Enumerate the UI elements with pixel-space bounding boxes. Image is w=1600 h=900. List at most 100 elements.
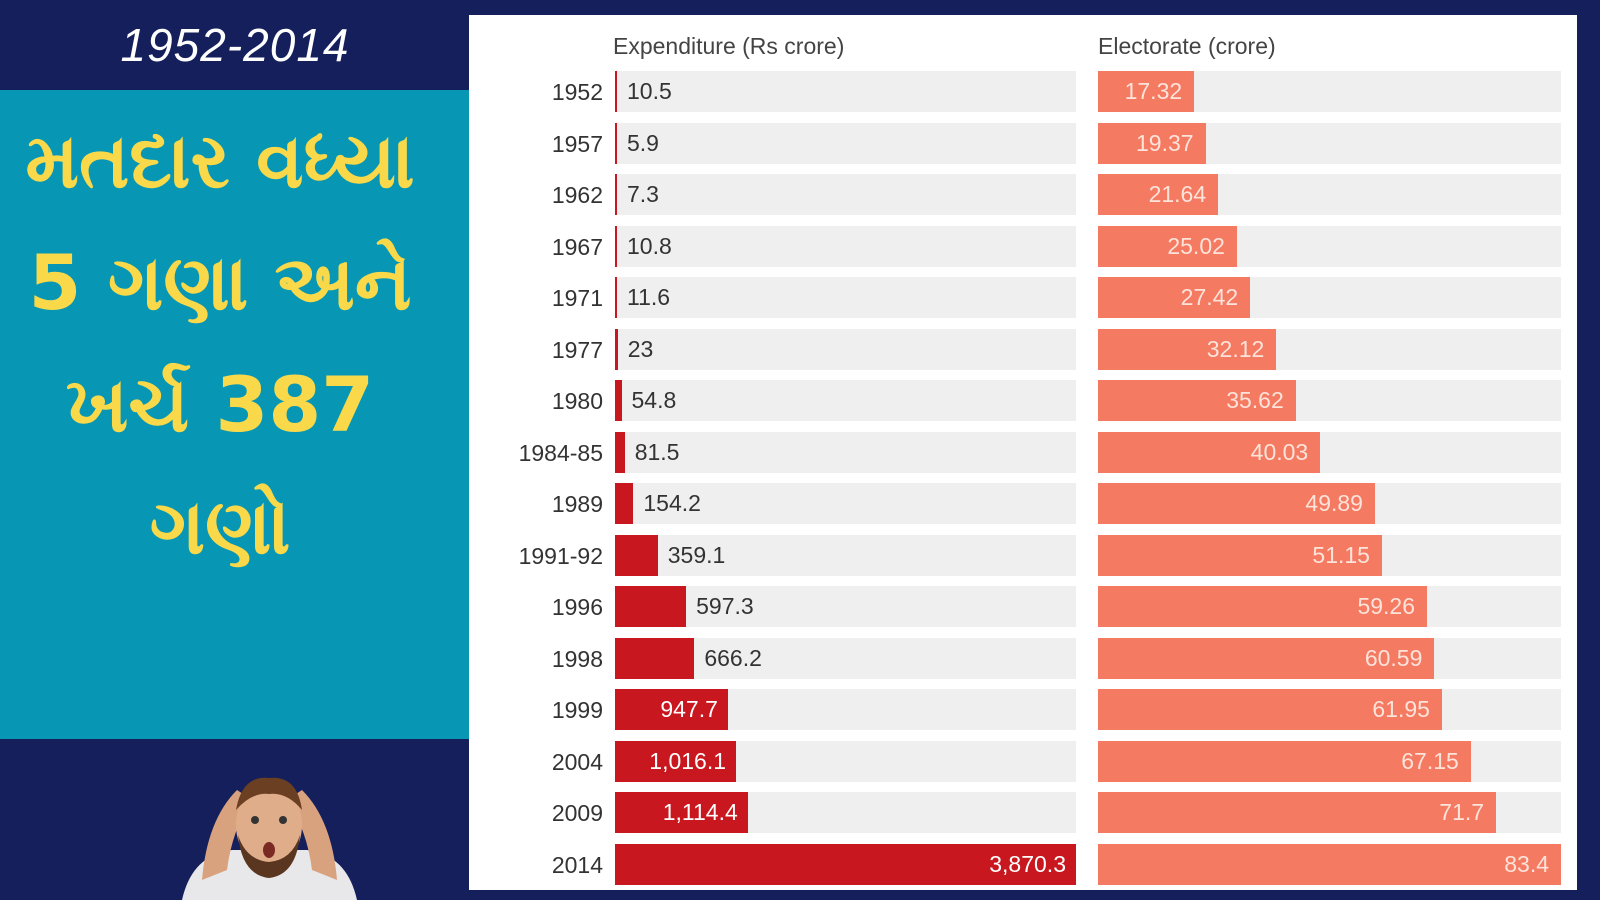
electorate-track: 17.32 bbox=[1098, 71, 1561, 112]
electorate-value-label: 25.02 bbox=[1167, 232, 1225, 259]
electorate-value-label: 27.42 bbox=[1180, 284, 1239, 310]
expenditure-track: 359.1 bbox=[615, 534, 1076, 576]
expenditure-bar bbox=[615, 225, 617, 267]
expenditure-bar bbox=[615, 586, 687, 627]
expenditure-track: 81.5 bbox=[615, 431, 1076, 473]
expenditure-bar bbox=[615, 843, 1076, 885]
electorate-value-label: 60.59 bbox=[1364, 644, 1423, 671]
electorate-track: 32.12 bbox=[1098, 328, 1561, 370]
electorate-track: 21.64 bbox=[1098, 174, 1561, 215]
electorate-bar bbox=[1098, 277, 1251, 318]
electorate-bar bbox=[1098, 740, 1471, 782]
category-label: 1971 bbox=[551, 285, 603, 311]
expenditure-bar bbox=[615, 122, 617, 164]
electorate-bar bbox=[1098, 843, 1561, 885]
electorate-track: 59.26 bbox=[1098, 586, 1561, 627]
surprised-man-image bbox=[182, 777, 357, 900]
category-label: 1999 bbox=[551, 697, 603, 723]
expenditure-value-label: 81.5 bbox=[634, 438, 680, 465]
electorate-value-label: 17.32 bbox=[1124, 78, 1183, 104]
electorate-header: Electorate (crore) bbox=[1098, 33, 1276, 59]
chart-panel: Expenditure (Rs crore) Electorate (crore… bbox=[469, 15, 1577, 890]
expenditure-value-label: 11.6 bbox=[627, 284, 671, 310]
electorate-bar bbox=[1098, 586, 1427, 627]
expenditure-bar bbox=[615, 534, 658, 576]
electorate-bar bbox=[1098, 225, 1237, 267]
electorate-value-label: 21.64 bbox=[1148, 181, 1207, 207]
expenditure-track: 3,870.3 bbox=[615, 843, 1076, 885]
expenditure-track: 10.5 bbox=[615, 71, 1076, 112]
electorate-value-label: 51.15 bbox=[1312, 541, 1370, 568]
electorate-track: 35.62 bbox=[1098, 380, 1561, 421]
electorate-value-label: 35.62 bbox=[1226, 387, 1284, 413]
electorate-track: 40.03 bbox=[1098, 431, 1561, 473]
expenditure-bar bbox=[615, 740, 737, 782]
category-label: 1962 bbox=[551, 182, 603, 208]
expenditure-value-label: 10.5 bbox=[627, 78, 672, 104]
expenditure-value-label: 3,870.3 bbox=[989, 850, 1066, 877]
headline-line: ગણો bbox=[149, 482, 291, 571]
electorate-bar bbox=[1098, 71, 1195, 112]
expenditure-bar bbox=[615, 277, 617, 318]
expenditure-bar bbox=[615, 689, 728, 730]
expenditure-track: 7.3 bbox=[615, 174, 1076, 215]
electorate-bar bbox=[1098, 122, 1206, 164]
category-label: 2004 bbox=[551, 748, 603, 775]
expenditure-track: 1,016.1 bbox=[615, 740, 1076, 782]
electorate-value-label: 19.37 bbox=[1135, 129, 1194, 156]
electorate-track: 61.95 bbox=[1098, 689, 1561, 730]
expenditure-value-label: 7.3 bbox=[627, 181, 659, 207]
expenditure-bar bbox=[615, 71, 617, 112]
category-label: 1952 bbox=[551, 79, 603, 105]
headline-line: ખર્ચ 387 bbox=[65, 360, 375, 449]
electorate-value-label: 83.4 bbox=[1504, 850, 1549, 877]
expenditure-track: 1,114.4 bbox=[615, 792, 1076, 833]
electorate-track: 83.4 bbox=[1098, 843, 1561, 885]
expenditure-value-label: 597.3 bbox=[696, 593, 754, 619]
category-label: 1991-92 bbox=[518, 542, 603, 569]
expenditure-bar bbox=[615, 328, 618, 370]
category-label: 1967 bbox=[551, 233, 603, 260]
electorate-value-label: 32.12 bbox=[1206, 335, 1265, 362]
electorate-track: 49.89 bbox=[1098, 483, 1561, 524]
category-label: 1996 bbox=[551, 594, 603, 620]
expenditure-value-label: 54.8 bbox=[631, 387, 677, 413]
expenditure-value-label: 10.8 bbox=[627, 232, 672, 259]
expenditure-track: 23 bbox=[615, 328, 1076, 370]
expenditure-bar bbox=[615, 637, 695, 679]
expenditure-bar bbox=[615, 174, 617, 215]
expenditure-value-label: 23 bbox=[627, 335, 654, 362]
expenditure-bar bbox=[615, 380, 622, 421]
electorate-value-label: 67.15 bbox=[1401, 747, 1459, 774]
category-label: 1989 bbox=[551, 491, 603, 517]
electorate-value-label: 59.26 bbox=[1357, 593, 1415, 619]
electorate-track: 60.59 bbox=[1098, 637, 1561, 679]
expenditure-track: 5.9 bbox=[615, 122, 1076, 164]
category-label: 1980 bbox=[551, 388, 603, 414]
expenditure-value-label: 666.2 bbox=[704, 644, 762, 671]
expenditure-track: 11.6 bbox=[615, 277, 1076, 318]
electorate-value-label: 49.89 bbox=[1305, 490, 1363, 516]
headline-panel bbox=[0, 90, 470, 739]
headline: મતદાર વધ્યા 5 ગણા અને ખર્ચ 387 ગણો bbox=[0, 100, 440, 588]
electorate-track: 67.15 bbox=[1098, 740, 1561, 782]
expenditure-value-label: 1,016.1 bbox=[649, 747, 727, 774]
expenditure-bar bbox=[615, 483, 634, 524]
electorate-bar bbox=[1098, 534, 1382, 576]
electorate-bar bbox=[1098, 328, 1277, 370]
electorate-track: 71.7 bbox=[1098, 792, 1561, 833]
expenditure-value-label: 947.7 bbox=[660, 696, 718, 722]
electorate-track: 19.37 bbox=[1098, 122, 1561, 164]
expenditure-track: 597.3 bbox=[615, 586, 1076, 627]
electorate-bar bbox=[1098, 174, 1219, 215]
category-label: 2009 bbox=[551, 800, 603, 826]
expenditure-track: 666.2 bbox=[615, 637, 1076, 679]
year-range-title: 1952-2014 bbox=[120, 19, 350, 71]
electorate-track: 51.15 bbox=[1098, 534, 1561, 576]
electorate-bar bbox=[1098, 483, 1375, 524]
expenditure-value-label: 359.1 bbox=[667, 541, 726, 568]
expenditure-value-label: 5.9 bbox=[627, 129, 659, 156]
expenditure-bar bbox=[615, 792, 748, 833]
electorate-bar bbox=[1098, 689, 1442, 730]
expenditure-track: 947.7 bbox=[615, 689, 1076, 730]
